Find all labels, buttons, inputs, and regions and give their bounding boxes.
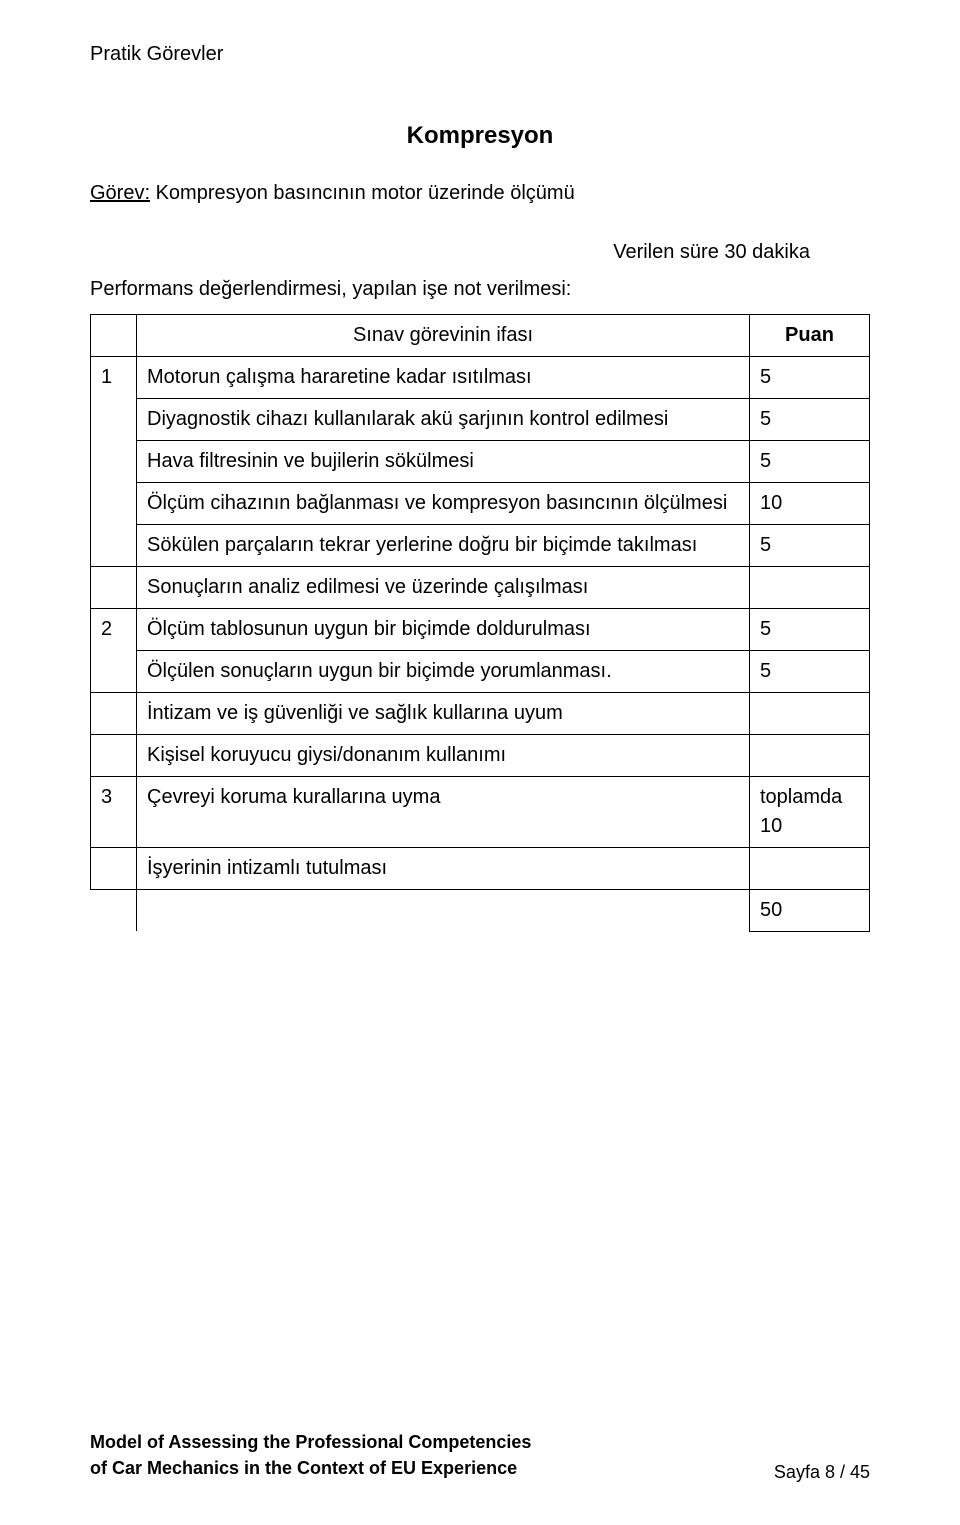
row-score: 5: [750, 440, 870, 482]
row-text: Hava filtresinin ve bujilerin sökülmesi: [137, 440, 750, 482]
task-label: Görev:: [90, 182, 150, 204]
blank-cell: [91, 566, 137, 608]
table-row: 2 Ölçüm tablosunun uygun bir biçimde dol…: [91, 608, 870, 650]
footer-line1: Model of Assessing the Professional Comp…: [90, 1429, 870, 1455]
document-title: Kompresyon: [90, 119, 870, 154]
section-subheader: Sonuçların analiz edilmesi ve üzerinde ç…: [137, 566, 750, 608]
row-score: [750, 734, 870, 776]
row-score: 5: [750, 650, 870, 692]
section-subheader: İntizam ve iş güvenliği ve sağlık kullar…: [137, 692, 750, 734]
header-right: Puan: [750, 314, 870, 356]
section-subheader-row: İntizam ve iş güvenliği ve sağlık kullar…: [91, 692, 870, 734]
section-index: 3: [91, 776, 137, 847]
performance-line: Performans değerlendirmesi, yapılan işe …: [90, 275, 870, 304]
table-row: 1 Motorun çalışma hararetine kadar ısıtı…: [91, 356, 870, 398]
task-text: Kompresyon basıncının motor üzerinde ölç…: [156, 182, 575, 204]
blank-cell: [91, 889, 137, 931]
row-score: toplamda 10: [750, 776, 870, 847]
row-score: 5: [750, 398, 870, 440]
section-index: 2: [91, 608, 137, 692]
table-row: İşyerinin intizamlı tutulması: [91, 847, 870, 889]
task-line: Görev: Kompresyon basıncının motor üzeri…: [90, 179, 870, 208]
row-text: Kişisel koruyucu giysi/donanım kullanımı: [137, 734, 750, 776]
blank-cell: [91, 692, 137, 734]
row-score: 5: [750, 608, 870, 650]
section-index: 1: [91, 356, 137, 566]
table-row: Ölçülen sonuçların uygun bir biçimde yor…: [91, 650, 870, 692]
row-text: Diyagnostik cihazı kullanılarak akü şarj…: [137, 398, 750, 440]
score-table: Sınav görevinin ifası Puan 1 Motorun çal…: [90, 314, 870, 932]
table-header-row: Sınav görevinin ifası Puan: [91, 314, 870, 356]
table-row: Hava filtresinin ve bujilerin sökülmesi …: [91, 440, 870, 482]
row-score: 10: [750, 482, 870, 524]
row-text: Ölçüm cihazının bağlanması ve kompresyon…: [137, 482, 750, 524]
row-score: [750, 847, 870, 889]
blank-cell: [91, 734, 137, 776]
table-row: Diyagnostik cihazı kullanılarak akü şarj…: [91, 398, 870, 440]
section-subheader-row: Sonuçların analiz edilmesi ve üzerinde ç…: [91, 566, 870, 608]
total-row: 50: [91, 889, 870, 931]
table-row: Sökülen parçaların tekrar yerlerine doğr…: [91, 524, 870, 566]
page-header: Pratik Görevler: [90, 40, 870, 69]
blank-cell: [91, 847, 137, 889]
header-blank: [91, 314, 137, 356]
row-text: Sökülen parçaların tekrar yerlerine doğr…: [137, 524, 750, 566]
blank-cell: [750, 566, 870, 608]
row-text: Çevreyi koruma kurallarına uyma: [137, 776, 750, 847]
row-text: Ölçüm tablosunun uygun bir biçimde doldu…: [137, 608, 750, 650]
row-text: Motorun çalışma hararetine kadar ısıtılm…: [137, 356, 750, 398]
header-mid: Sınav görevinin ifası: [137, 314, 750, 356]
time-note: Verilen süre 30 dakika: [90, 238, 870, 267]
blank-cell: [137, 889, 750, 931]
total-score: 50: [750, 889, 870, 931]
table-row: Kişisel koruyucu giysi/donanım kullanımı: [91, 734, 870, 776]
blank-cell: [750, 692, 870, 734]
row-score: 5: [750, 356, 870, 398]
table-row: 3 Çevreyi koruma kurallarına uyma toplam…: [91, 776, 870, 847]
row-score: 5: [750, 524, 870, 566]
row-text: İşyerinin intizamlı tutulması: [137, 847, 750, 889]
page-footer: Model of Assessing the Professional Comp…: [90, 1429, 870, 1485]
row-text: Ölçülen sonuçların uygun bir biçimde yor…: [137, 650, 750, 692]
table-row: Ölçüm cihazının bağlanması ve kompresyon…: [91, 482, 870, 524]
